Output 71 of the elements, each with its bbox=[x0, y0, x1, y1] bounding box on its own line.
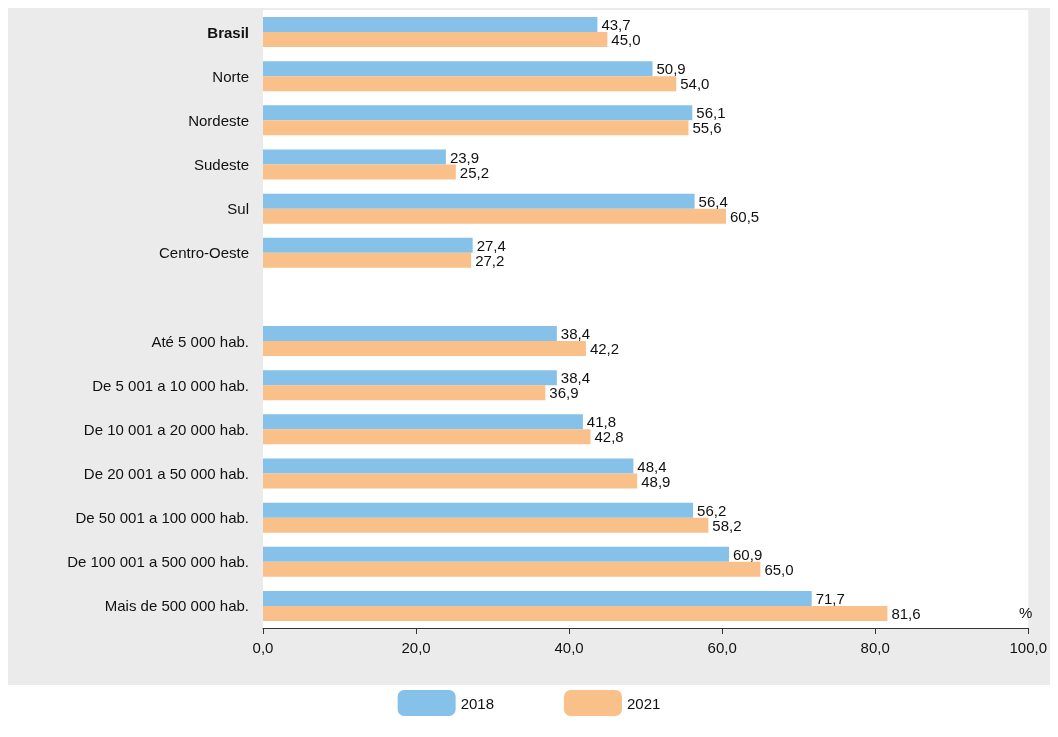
data-label: 36,9 bbox=[549, 384, 579, 402]
bar bbox=[263, 370, 557, 386]
data-label: 42,2 bbox=[589, 340, 620, 358]
bar bbox=[263, 120, 689, 136]
y-tick-label: Brasil bbox=[207, 23, 249, 41]
bar bbox=[263, 502, 694, 518]
x-tick-label: 60,0 bbox=[707, 639, 737, 656]
bar bbox=[263, 76, 677, 92]
bar bbox=[263, 61, 653, 77]
data-label: 56,2 bbox=[697, 501, 727, 519]
bar bbox=[263, 17, 598, 33]
data-label: 71,7 bbox=[815, 589, 845, 607]
x-tick-label: 0,0 bbox=[252, 639, 274, 656]
bar bbox=[263, 590, 812, 606]
bar bbox=[263, 164, 456, 180]
bar bbox=[263, 414, 583, 430]
data-label: 42,8 bbox=[594, 428, 624, 446]
bar bbox=[263, 341, 586, 357]
bar bbox=[263, 32, 608, 48]
y-tick-label: Norte bbox=[212, 67, 249, 85]
legend-label: 2018 bbox=[460, 694, 495, 712]
data-label: 60,9 bbox=[733, 545, 763, 563]
bar bbox=[263, 326, 557, 342]
bar bbox=[263, 429, 591, 445]
data-label: 43,7 bbox=[601, 16, 631, 34]
y-tick-label: De 100 001 a 500 000 hab. bbox=[67, 553, 249, 571]
data-label: 48,4 bbox=[637, 457, 667, 475]
x-tick-label: 40,0 bbox=[554, 639, 584, 656]
bar bbox=[263, 193, 695, 209]
y-tick-label: Nordeste bbox=[188, 111, 249, 129]
bar bbox=[263, 473, 638, 489]
data-label: 65,0 bbox=[764, 560, 794, 578]
data-label: 41,8 bbox=[586, 413, 617, 431]
data-label: 50,9 bbox=[656, 60, 686, 78]
bar bbox=[263, 561, 761, 577]
y-tick-label: De 50 001 a 100 000 hab. bbox=[75, 509, 249, 527]
data-label: 55,6 bbox=[692, 119, 722, 137]
x-tick-label: 100,0 bbox=[1009, 639, 1048, 656]
y-tick-label: Mais de 500 000 hab. bbox=[104, 597, 249, 615]
x-axis-title: % bbox=[1018, 604, 1033, 621]
data-label: 27,2 bbox=[475, 251, 505, 269]
data-label: 81,6 bbox=[891, 604, 921, 622]
bar bbox=[263, 208, 726, 224]
x-tick-label: 80,0 bbox=[860, 639, 890, 656]
bar bbox=[263, 149, 446, 165]
y-tick-label: Centro-Oeste bbox=[158, 244, 249, 262]
data-label: 45,0 bbox=[611, 31, 641, 49]
legend-label: 2021 bbox=[627, 694, 661, 712]
bar bbox=[263, 252, 472, 268]
y-tick-label: De 10 001 a 20 000 hab. bbox=[83, 420, 249, 438]
bar bbox=[263, 237, 473, 253]
bar bbox=[263, 546, 730, 562]
data-label: 23,9 bbox=[449, 148, 480, 166]
data-label: 38,4 bbox=[560, 325, 591, 343]
y-tick-label: De 20 001 a 50 000 hab. bbox=[83, 465, 249, 482]
data-label: 56,4 bbox=[698, 192, 728, 210]
bar bbox=[263, 605, 888, 621]
bar bbox=[263, 517, 709, 533]
data-label: 56,1 bbox=[696, 104, 726, 122]
data-label: 60,5 bbox=[729, 207, 760, 225]
data-label: 54,0 bbox=[680, 75, 710, 93]
y-tick-label: Até 5 000 hab. bbox=[151, 332, 249, 350]
bar bbox=[263, 458, 634, 474]
bar bbox=[263, 385, 546, 401]
data-label: 27,4 bbox=[476, 236, 506, 254]
x-tick-label: 20,0 bbox=[401, 639, 431, 656]
y-tick-label: De 5 001 a 10 000 hab. bbox=[92, 376, 249, 394]
data-label: 38,4 bbox=[560, 369, 591, 387]
y-tick-label: Sudeste bbox=[193, 156, 249, 173]
bar bbox=[263, 105, 693, 121]
y-tick-label: Sul bbox=[227, 200, 249, 218]
